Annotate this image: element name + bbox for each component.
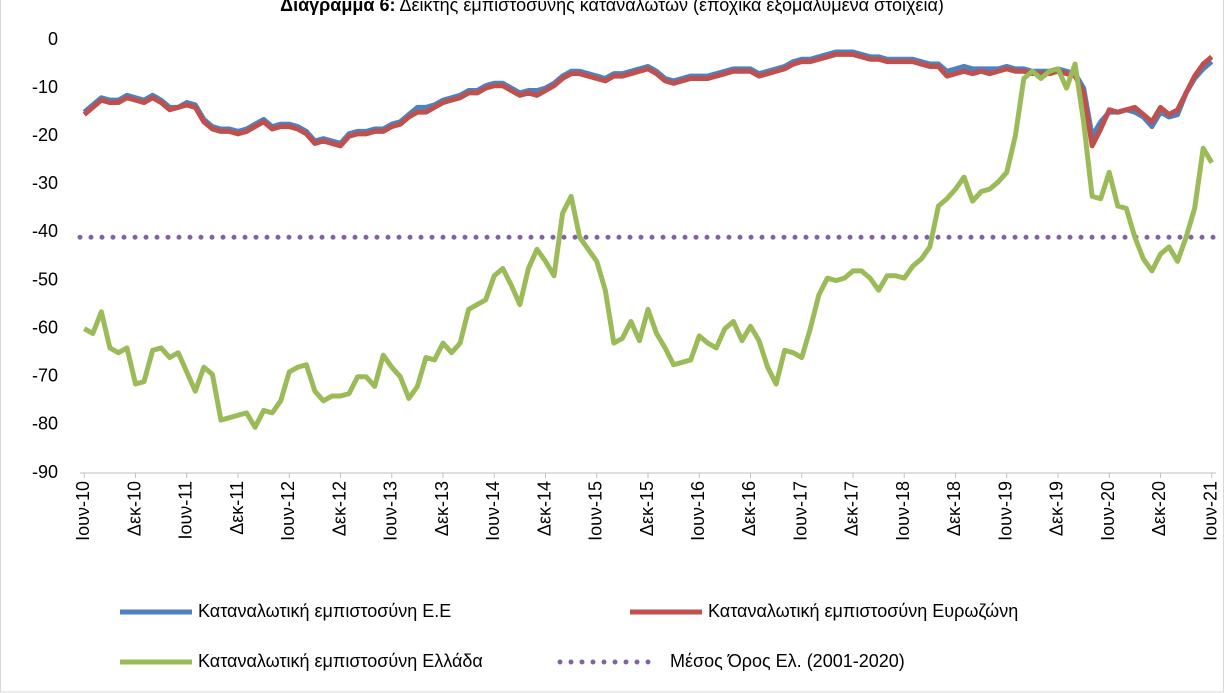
x-tick-label: Ιουν-14 xyxy=(483,481,503,541)
y-tick-label: -40 xyxy=(32,221,58,241)
legend-label: Καταναλωτική εμπιστοσύνη Ελλάδα xyxy=(198,651,483,671)
x-tick-label: Ιουν-17 xyxy=(790,481,810,541)
y-tick-label: -60 xyxy=(32,317,58,337)
y-tick-label: -80 xyxy=(32,414,58,434)
x-tick-label: Ιουν-21 xyxy=(1200,481,1220,541)
chart-title: Δείκτης εμπιστοσύνης καταναλωτών (εποχικ… xyxy=(399,0,943,15)
x-tick-label: Ιουν-19 xyxy=(995,481,1015,541)
x-tick-label: Ιουν-12 xyxy=(278,481,298,541)
x-tick-label: Ιουν-20 xyxy=(1098,481,1118,541)
x-tick-label: Ιουν-16 xyxy=(688,481,708,541)
y-tick-label: -70 xyxy=(32,366,58,386)
x-tick-label: Ιουν-15 xyxy=(586,481,606,541)
x-tick-label: Δεκ-12 xyxy=(329,481,349,536)
y-tick-label: -30 xyxy=(32,173,58,193)
y-tick-label: -20 xyxy=(32,125,58,145)
x-tick-label: Ιουν-10 xyxy=(73,481,93,541)
x-tick-label: Δεκ-18 xyxy=(944,481,964,536)
x-tick-label: Δεκ-16 xyxy=(739,481,759,536)
y-tick-label: -10 xyxy=(32,77,58,97)
x-tick-label: Ιουν-11 xyxy=(176,481,196,540)
y-tick-label: -90 xyxy=(32,462,58,482)
series-line xyxy=(82,51,1214,149)
y-tick-label: -50 xyxy=(32,269,58,289)
x-tick-label: Δεκ-14 xyxy=(534,481,554,536)
legend-label: Καταναλωτική εμπιστοσύνη Ε.Ε xyxy=(198,601,451,621)
x-tick-label: Ιουν-13 xyxy=(381,481,401,541)
x-tick-label: Δεκ-13 xyxy=(432,481,452,536)
legend-label: Μέσος Όρος Ελ. (2001-2020) xyxy=(670,651,905,671)
chart-title-group: Διάγραμμα 6: Δείκτης εμπιστοσύνης κατανα… xyxy=(280,0,944,15)
chart-title-label: Διάγραμμα 6: xyxy=(280,0,395,15)
y-tick-label: 0 xyxy=(48,29,58,49)
x-tick-label: Δεκ-19 xyxy=(1047,481,1067,536)
x-tick-label: Δεκ-10 xyxy=(124,481,144,536)
series-line xyxy=(83,61,1214,430)
x-tick-label: Ιουν-18 xyxy=(893,481,913,541)
legend-label: Καταναλωτική εμπιστοσύνη Ευρωζώνη xyxy=(708,601,1018,621)
x-tick-label: Δεκ-11 xyxy=(227,481,247,535)
x-tick-label: Δεκ-17 xyxy=(842,481,862,536)
x-tick-label: Δεκ-15 xyxy=(637,481,657,536)
x-tick-label: Δεκ-20 xyxy=(1149,481,1169,536)
